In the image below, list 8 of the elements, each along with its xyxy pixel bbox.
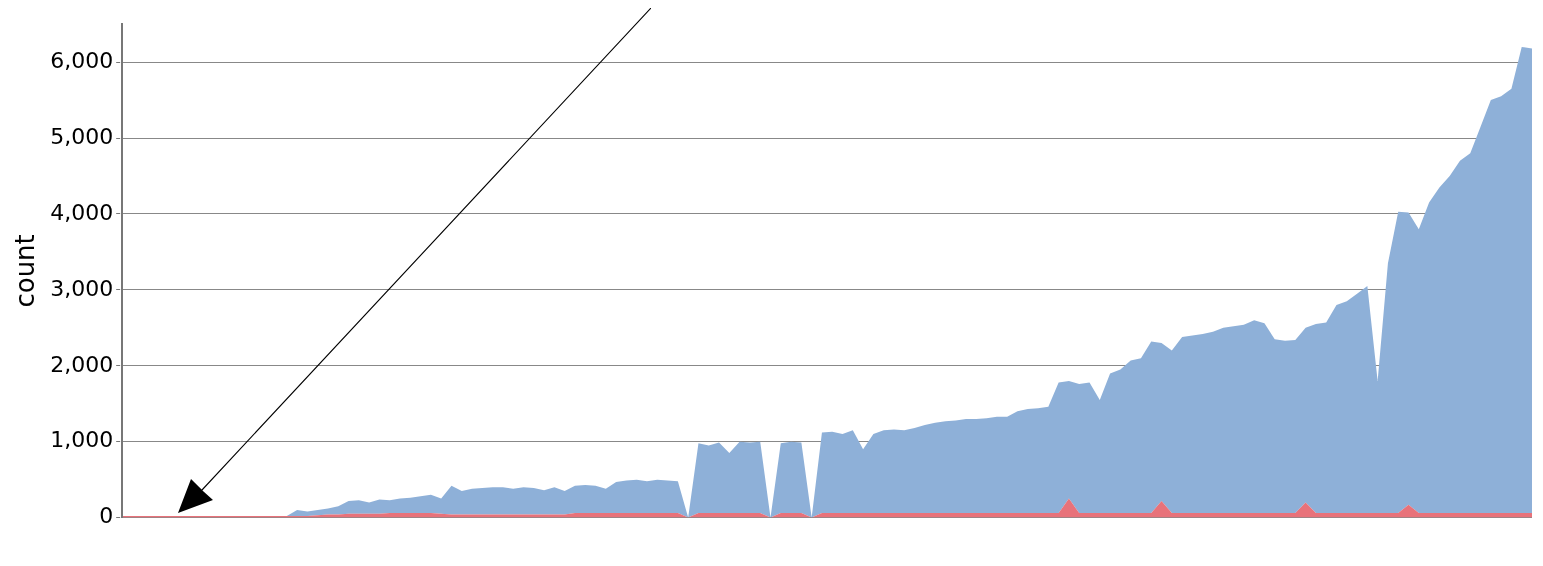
y-tick-label: 3,000 bbox=[50, 275, 114, 301]
y-tick-label: 0 bbox=[99, 503, 114, 529]
y-tick-label: 4,000 bbox=[50, 199, 114, 225]
y-tick-label: 1,000 bbox=[50, 427, 114, 453]
y-axis-title: count bbox=[10, 234, 41, 308]
y-tick-label: 6,000 bbox=[50, 47, 114, 73]
y-tick-label: 5,000 bbox=[50, 123, 114, 149]
y-tick-label: 2,000 bbox=[50, 351, 114, 377]
